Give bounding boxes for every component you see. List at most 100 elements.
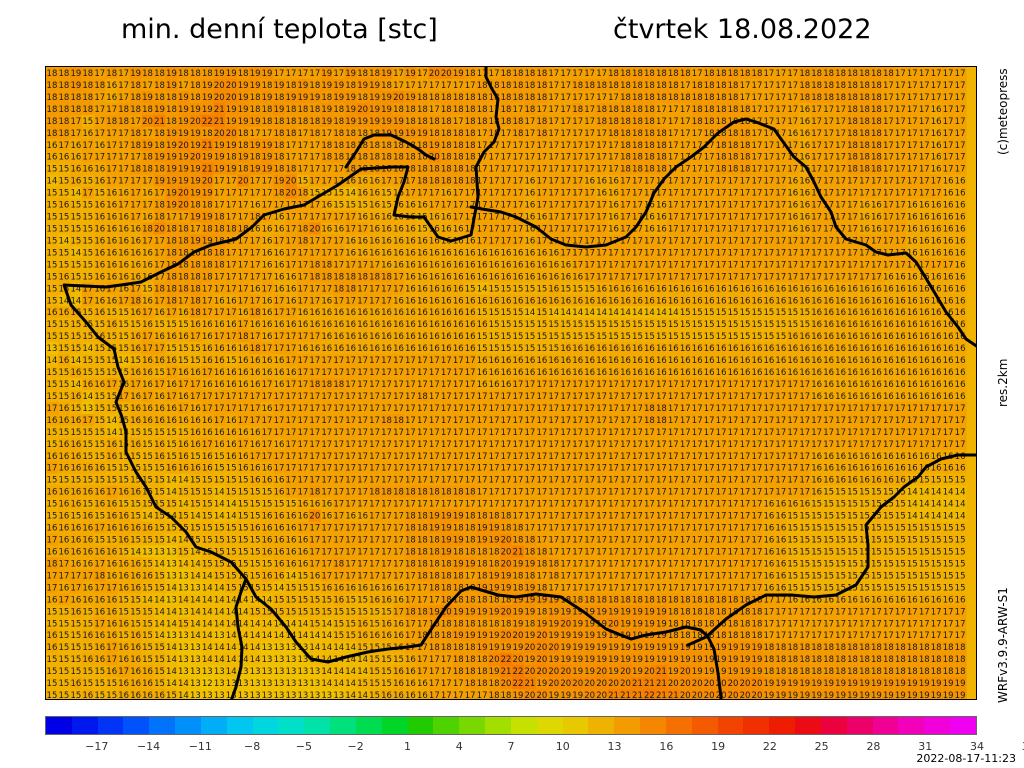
temperature-value: 21 [214, 105, 225, 115]
temperature-value: 18 [453, 141, 464, 151]
temperature-value: 18 [728, 129, 739, 139]
temperature-value: 20 [142, 117, 153, 127]
temperature-value: 18 [799, 81, 810, 91]
heat-cell [715, 67, 728, 80]
heat-cell [225, 67, 238, 80]
temperature-value: 19 [250, 117, 261, 127]
temperature-value: 17 [835, 189, 846, 199]
temperature-value: 18 [262, 117, 273, 127]
temperature-value: 18 [477, 81, 488, 91]
temperature-value: 18 [847, 129, 858, 139]
temperature-value: 17 [763, 105, 774, 115]
temperature-value: 17 [560, 93, 571, 103]
temperature-value: 18 [453, 165, 464, 175]
temperature-value: 18 [47, 81, 58, 91]
temperature-value: 16 [94, 177, 105, 187]
temperature-value: 17 [835, 117, 846, 127]
temperature-value: 18 [656, 69, 667, 79]
heat-cell [739, 67, 752, 80]
heat-cell [296, 67, 310, 80]
temperature-value: 18 [513, 81, 524, 91]
temperature-value: 17 [560, 81, 571, 91]
temperature-value: 15 [333, 189, 344, 199]
temperature-value: 17 [548, 201, 559, 211]
temperature-value: 16 [47, 141, 58, 151]
temperature-value: 17 [536, 201, 547, 211]
temperature-value: 17 [955, 69, 966, 79]
temperature-value: 17 [752, 153, 763, 163]
temperature-value: 17 [883, 93, 894, 103]
heat-cell [105, 67, 119, 80]
temperature-value: 18 [94, 81, 105, 91]
temperature-value: 17 [692, 129, 703, 139]
temperature-value: 18 [620, 105, 631, 115]
temperature-value: 18 [823, 69, 834, 79]
temperature-value: 17 [943, 117, 954, 127]
temperature-value: 19 [238, 93, 249, 103]
temperature-value: 18 [465, 177, 476, 187]
temperature-value: 17 [752, 177, 763, 187]
temperature-value: 19 [154, 177, 165, 187]
temperature-value: 18 [154, 69, 165, 79]
temperature-value: 17 [835, 105, 846, 115]
heat-cell [225, 78, 238, 92]
temperature-value: 17 [489, 165, 500, 175]
temperature-value: 15 [82, 117, 93, 127]
temperature-value: 17 [560, 153, 571, 163]
temperature-value: 17 [572, 117, 583, 127]
temperature-value: 17 [59, 141, 70, 151]
temperature-value: 16 [357, 177, 368, 187]
temperature-value: 18 [883, 69, 894, 79]
temperature-value: 17 [572, 93, 583, 103]
temperature-value: 17 [513, 165, 524, 175]
heat-cell [201, 67, 214, 80]
temperature-value: 20 [202, 177, 213, 187]
temperature-value: 17 [321, 129, 332, 139]
heat-cell [273, 67, 286, 80]
temperature-value: 18 [321, 141, 332, 151]
temperature-value: 20 [178, 189, 189, 199]
temperature-value: 17 [596, 165, 607, 175]
temperature-value: 17 [943, 105, 954, 115]
temperature-value: 18 [465, 165, 476, 175]
temperature-value: 18 [381, 81, 392, 91]
temperature-value: 17 [716, 201, 727, 211]
temperature-value: 17 [895, 93, 906, 103]
temperature-value: 17 [584, 189, 595, 199]
temperature-value: 16 [405, 201, 416, 211]
temperature-value: 17 [955, 141, 966, 151]
heat-cell [117, 78, 131, 92]
temperature-value: 16 [441, 189, 452, 199]
temperature-value: 17 [584, 105, 595, 115]
temperature-value: 18 [405, 105, 416, 115]
temperature-value: 19 [369, 117, 380, 127]
temperature-value: 18 [417, 177, 428, 187]
temperature-value: 17 [309, 153, 320, 163]
temperature-value: 17 [572, 189, 583, 199]
temperature-value: 19 [238, 153, 249, 163]
temperature-value: 18 [262, 105, 273, 115]
temperature-value: 16 [608, 201, 619, 211]
temperature-value: 17 [763, 189, 774, 199]
temperature-value: 18 [154, 93, 165, 103]
temperature-value: 18 [525, 69, 536, 79]
temperature-value: 18 [142, 105, 153, 115]
temperature-value: 17 [82, 141, 93, 151]
temperature-value: 17 [955, 105, 966, 115]
temperature-value: 18 [453, 177, 464, 187]
temperature-value: 19 [262, 93, 273, 103]
temperature-value: 19 [166, 129, 177, 139]
temperature-value: 18 [716, 69, 727, 79]
temperature-value: 17 [548, 69, 559, 79]
temperature-value: 16 [799, 189, 810, 199]
temperature-value: 18 [871, 129, 882, 139]
temperature-value: 20 [393, 93, 404, 103]
temperature-value: 18 [871, 105, 882, 115]
temperature-value: 17 [871, 189, 882, 199]
temperature-value: 18 [130, 129, 141, 139]
temperature-value: 17 [919, 165, 930, 175]
temperature-value: 20 [286, 177, 297, 187]
temperature-value: 17 [919, 153, 930, 163]
temperature-value: 17 [955, 129, 966, 139]
temperature-value: 18 [847, 69, 858, 79]
